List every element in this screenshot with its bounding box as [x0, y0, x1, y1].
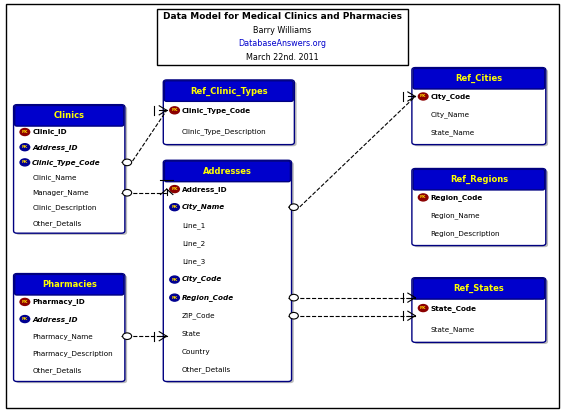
- Text: PK: PK: [171, 187, 178, 191]
- Text: Clinics: Clinics: [54, 111, 85, 120]
- Text: State_Name: State_Name: [431, 326, 475, 332]
- Circle shape: [20, 159, 30, 166]
- Text: PK: PK: [420, 306, 427, 310]
- Text: Other_Details: Other_Details: [32, 220, 81, 227]
- Text: Line_1: Line_1: [182, 222, 205, 229]
- Text: PK: PK: [420, 195, 427, 199]
- Circle shape: [170, 294, 180, 301]
- Text: Pharmacies: Pharmacies: [42, 280, 97, 289]
- FancyBboxPatch shape: [414, 69, 548, 146]
- Text: Address_ID: Address_ID: [32, 144, 78, 151]
- FancyBboxPatch shape: [412, 169, 546, 246]
- Text: FK: FK: [171, 296, 178, 300]
- Text: Region_Code: Region_Code: [431, 194, 483, 201]
- FancyBboxPatch shape: [414, 279, 548, 344]
- Circle shape: [20, 129, 30, 136]
- FancyBboxPatch shape: [16, 275, 127, 383]
- Circle shape: [289, 204, 298, 211]
- Circle shape: [289, 294, 298, 301]
- Text: Pharmacy_ID: Pharmacy_ID: [32, 298, 85, 305]
- FancyBboxPatch shape: [163, 160, 292, 382]
- FancyBboxPatch shape: [15, 274, 124, 295]
- Text: Address_ID: Address_ID: [182, 186, 228, 192]
- Text: City_Name: City_Name: [431, 111, 470, 118]
- Text: City_Code: City_Code: [182, 276, 222, 283]
- Text: Region_Name: Region_Name: [431, 212, 480, 219]
- Text: State_Code: State_Code: [431, 304, 476, 311]
- FancyBboxPatch shape: [166, 82, 297, 146]
- Text: Data Model for Medical Clinics and Pharmacies: Data Model for Medical Clinics and Pharm…: [163, 12, 402, 21]
- Text: Other_Details: Other_Details: [182, 367, 231, 373]
- Text: DatabaseAnswers.org: DatabaseAnswers.org: [238, 39, 327, 48]
- Text: PK: PK: [420, 94, 427, 98]
- Text: March 22nd. 2011: March 22nd. 2011: [246, 53, 319, 62]
- Circle shape: [123, 333, 132, 339]
- Text: City_Code: City_Code: [431, 93, 471, 100]
- Text: FK: FK: [21, 160, 28, 164]
- Text: Clinic_Type_Description: Clinic_Type_Description: [182, 128, 267, 135]
- Text: Pharmacy_Name: Pharmacy_Name: [32, 333, 93, 339]
- Text: Line_3: Line_3: [182, 258, 205, 265]
- Circle shape: [20, 298, 30, 305]
- Text: Country: Country: [182, 349, 211, 355]
- Text: Manager_Name: Manager_Name: [32, 190, 89, 196]
- FancyBboxPatch shape: [413, 279, 545, 299]
- Circle shape: [418, 93, 428, 100]
- FancyBboxPatch shape: [166, 162, 294, 383]
- Text: Clinic_ID: Clinic_ID: [32, 129, 67, 136]
- Text: FK: FK: [171, 205, 178, 209]
- Circle shape: [170, 276, 180, 283]
- Text: Ref_States: Ref_States: [454, 284, 504, 293]
- Circle shape: [170, 204, 180, 211]
- FancyBboxPatch shape: [14, 105, 125, 233]
- FancyBboxPatch shape: [157, 9, 408, 65]
- FancyBboxPatch shape: [413, 169, 545, 190]
- FancyBboxPatch shape: [164, 161, 290, 182]
- FancyBboxPatch shape: [16, 106, 127, 235]
- Text: FK: FK: [21, 317, 28, 321]
- Circle shape: [20, 144, 30, 151]
- FancyBboxPatch shape: [412, 278, 546, 342]
- FancyBboxPatch shape: [163, 80, 294, 145]
- Text: Other_Details: Other_Details: [32, 367, 81, 374]
- FancyBboxPatch shape: [414, 170, 548, 247]
- Text: State_Name: State_Name: [431, 130, 475, 136]
- Text: Region_Code: Region_Code: [182, 294, 234, 301]
- Circle shape: [289, 312, 298, 319]
- Text: Addresses: Addresses: [203, 167, 252, 176]
- Text: Line_2: Line_2: [182, 240, 205, 247]
- Text: Clinic_Type_Code: Clinic_Type_Code: [182, 107, 251, 114]
- Text: ZIP_Code: ZIP_Code: [182, 312, 216, 319]
- Circle shape: [418, 194, 428, 201]
- Text: State: State: [182, 331, 201, 337]
- Text: City_Name: City_Name: [182, 204, 225, 211]
- Text: Clinic_Description: Clinic_Description: [32, 205, 97, 211]
- Text: Clinic_Type_Code: Clinic_Type_Code: [32, 159, 101, 166]
- FancyBboxPatch shape: [164, 81, 293, 101]
- Text: Region_Description: Region_Description: [431, 231, 500, 237]
- Text: Ref_Regions: Ref_Regions: [450, 175, 508, 184]
- Text: Address_ID: Address_ID: [32, 316, 78, 323]
- Text: FK: FK: [171, 278, 178, 281]
- Text: Pharmacy_Description: Pharmacy_Description: [32, 350, 113, 357]
- FancyBboxPatch shape: [413, 68, 545, 89]
- Text: Barry Williams: Barry Williams: [253, 26, 312, 35]
- FancyBboxPatch shape: [15, 105, 124, 126]
- Text: PK: PK: [171, 108, 178, 112]
- Circle shape: [170, 107, 180, 114]
- Text: Ref_Clinic_Types: Ref_Clinic_Types: [190, 87, 268, 96]
- FancyBboxPatch shape: [412, 68, 546, 145]
- FancyBboxPatch shape: [14, 274, 125, 382]
- Text: PK: PK: [21, 130, 28, 134]
- Text: PK: PK: [21, 300, 28, 304]
- Circle shape: [123, 190, 132, 196]
- Circle shape: [20, 316, 30, 323]
- Circle shape: [170, 185, 180, 192]
- Text: Clinic_Name: Clinic_Name: [32, 174, 77, 181]
- Text: FK: FK: [21, 145, 28, 149]
- Circle shape: [418, 304, 428, 311]
- Text: Ref_Cities: Ref_Cities: [455, 74, 502, 83]
- Circle shape: [123, 159, 132, 166]
